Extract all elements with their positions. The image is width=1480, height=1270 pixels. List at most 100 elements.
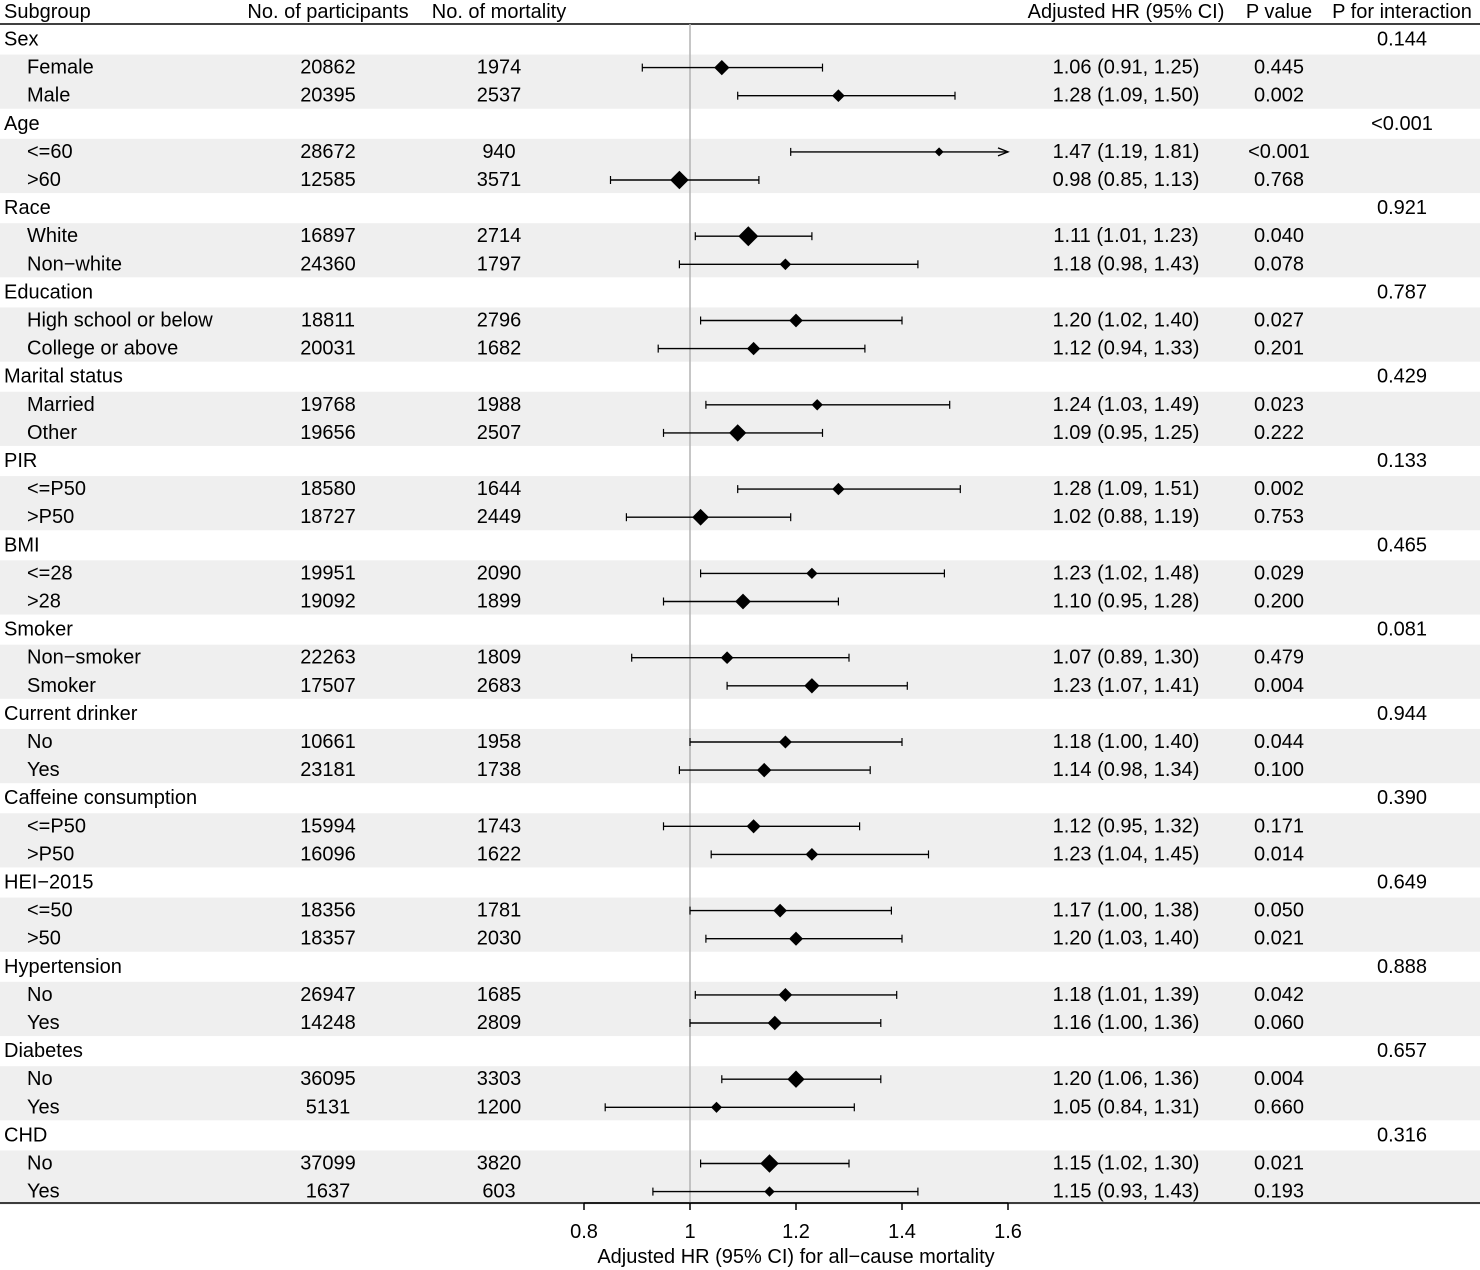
p-value: 0.060 <box>1254 1012 1304 1034</box>
participants-value: 10661 <box>300 731 356 753</box>
participants-value: 16897 <box>300 225 356 247</box>
mortality-value: 1743 <box>477 815 522 837</box>
subgroup-label: <=60 <box>27 141 73 163</box>
hr-ci-text: 1.18 (1.01, 1.39) <box>1053 984 1200 1006</box>
group-label: Sex <box>4 29 38 51</box>
mortality-value: 1958 <box>477 731 522 753</box>
p-value: 0.222 <box>1254 422 1304 444</box>
p-value: 0.021 <box>1254 1153 1304 1175</box>
mortality-value: 1738 <box>477 759 522 781</box>
participants-value: 19656 <box>300 422 356 444</box>
subgroup-label: No <box>27 731 53 753</box>
hr-point <box>789 313 803 328</box>
p-interaction-value: 0.144 <box>1377 29 1427 51</box>
x-tick-label: 1 <box>684 1221 695 1243</box>
hr-point <box>746 819 761 834</box>
hr-ci-text: 1.12 (0.94, 1.33) <box>1053 338 1200 360</box>
p-value: 0.660 <box>1254 1096 1304 1118</box>
participants-value: 12585 <box>300 169 356 191</box>
ci-arrow <box>997 147 1010 157</box>
hr-ci-text: 1.24 (1.03, 1.49) <box>1053 394 1200 416</box>
hr-point <box>832 482 845 496</box>
subgroup-label: Yes <box>27 759 60 781</box>
p-value: 0.445 <box>1254 57 1304 79</box>
mortality-value: 2683 <box>477 675 522 697</box>
hr-point <box>729 424 747 442</box>
group-label: PIR <box>4 450 37 472</box>
subgroup-label: College or above <box>27 338 178 360</box>
participants-value: 17507 <box>300 675 356 697</box>
group-stripe <box>0 1150 1480 1205</box>
hr-ci-text: 1.20 (1.06, 1.36) <box>1053 1068 1200 1090</box>
mortality-value: 2809 <box>477 1012 522 1034</box>
p-interaction-value: 0.316 <box>1377 1124 1427 1146</box>
participants-value: 5131 <box>306 1096 351 1118</box>
hr-ci-text: 1.02 (0.88, 1.19) <box>1053 506 1200 528</box>
hr-ci-text: 1.07 (0.89, 1.30) <box>1053 647 1200 669</box>
hr-ci-text: 1.05 (0.84, 1.31) <box>1053 1096 1200 1118</box>
group-stripe <box>0 981 1480 1037</box>
subgroup-label: Smoker <box>27 675 96 697</box>
hr-point <box>778 988 793 1002</box>
hr-ci-text: 1.20 (1.03, 1.40) <box>1053 928 1200 950</box>
hr-ci-text: 1.23 (1.02, 1.48) <box>1053 562 1200 584</box>
participants-value: 1637 <box>306 1181 351 1203</box>
hr-ci-text: 1.28 (1.09, 1.51) <box>1053 478 1200 500</box>
group-stripe <box>0 476 1480 531</box>
mortality-value: 2449 <box>477 506 522 528</box>
p-value: 0.027 <box>1254 310 1304 332</box>
participants-value: 37099 <box>300 1153 356 1175</box>
participants-value: 18357 <box>300 928 356 950</box>
p-value: 0.200 <box>1254 591 1304 613</box>
p-value: 0.201 <box>1254 338 1304 360</box>
p-interaction-value: 0.133 <box>1377 450 1427 472</box>
hr-ci-text: 1.18 (1.00, 1.40) <box>1053 731 1200 753</box>
hr-ci-text: 1.18 (0.98, 1.43) <box>1053 253 1200 275</box>
participants-value: 26947 <box>300 984 356 1006</box>
x-axis-label: Adjusted HR (95% CI) for all−cause morta… <box>597 1246 994 1268</box>
hr-point <box>788 931 804 946</box>
group-label: Current drinker <box>4 703 138 725</box>
group-label: Marital status <box>4 366 123 388</box>
hr-ci-text: 1.17 (1.00, 1.38) <box>1053 900 1200 922</box>
p-interaction-value: 0.944 <box>1377 703 1427 725</box>
header-p-value: P value <box>1246 1 1312 23</box>
mortality-value: 2537 <box>477 85 522 107</box>
p-interaction-value: 0.649 <box>1377 872 1427 894</box>
participants-value: 18811 <box>301 310 355 332</box>
hr-point <box>804 678 820 694</box>
hr-point <box>756 762 772 778</box>
mortality-value: 1644 <box>477 478 522 500</box>
participants-value: 19768 <box>300 394 356 416</box>
p-value: 0.171 <box>1254 815 1304 837</box>
hr-ci-text: 1.23 (1.07, 1.41) <box>1053 675 1200 697</box>
participants-value: 19951 <box>300 562 356 584</box>
hr-point <box>692 508 709 526</box>
p-value: 0.023 <box>1254 394 1304 416</box>
x-tick-label: 0.8 <box>570 1221 598 1243</box>
p-interaction-value: 0.429 <box>1377 366 1427 388</box>
participants-value: 15994 <box>300 815 356 837</box>
participants-value: 18356 <box>300 900 356 922</box>
group-label: Diabetes <box>4 1040 83 1062</box>
p-value: 0.078 <box>1254 253 1304 275</box>
header-p-interaction: P for interaction <box>1332 1 1472 23</box>
p-interaction-value: 0.081 <box>1377 619 1427 641</box>
group-stripe <box>0 813 1480 868</box>
hr-ci-text: 1.10 (0.95, 1.28) <box>1053 591 1200 613</box>
participants-value: 14248 <box>300 1012 356 1034</box>
subgroup-label: No <box>27 1068 53 1090</box>
p-interaction-value: <0.001 <box>1371 113 1433 135</box>
p-value: 0.040 <box>1254 225 1304 247</box>
p-value: 0.050 <box>1254 900 1304 922</box>
mortality-value: 3820 <box>477 1153 522 1175</box>
p-value: 0.193 <box>1254 1181 1304 1203</box>
mortality-value: 603 <box>482 1181 515 1203</box>
group-label: CHD <box>4 1124 47 1146</box>
group-stripe <box>0 644 1480 699</box>
subgroup-label: Female <box>27 57 94 79</box>
subgroup-label: <=28 <box>27 562 73 584</box>
group-stripe <box>0 307 1480 362</box>
subgroup-label: <=P50 <box>27 815 86 837</box>
subgroup-label: No <box>27 1153 53 1175</box>
